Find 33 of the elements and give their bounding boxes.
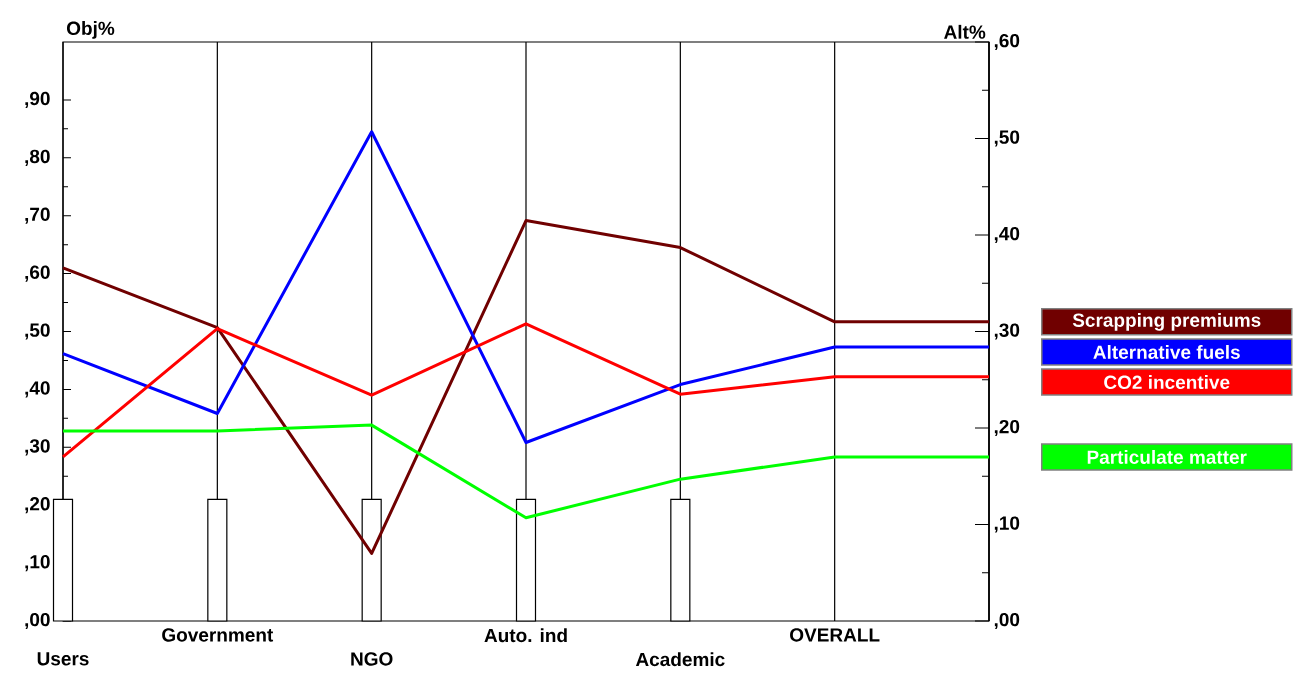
y-tick-label: ,70: [25, 207, 50, 224]
y-axis-title: Obj%: [66, 21, 115, 39]
line-series: [61, 219, 991, 555]
y-tick-label: ,80: [25, 149, 50, 166]
y2-tick-label: ,10: [994, 516, 1020, 533]
y-tick-label: ,90: [25, 91, 50, 108]
x-tick-label: Academic: [635, 652, 725, 667]
x-tick-label: OVERALL: [790, 628, 880, 642]
y-tick-label: ,30: [25, 439, 50, 456]
y2-tick-label: ,40: [994, 226, 1020, 244]
text: Scrapping premiums: [1072, 312, 1261, 331]
y2-axis-title: Alt%: [944, 24, 986, 39]
y-tick-label: ,20: [25, 497, 50, 514]
y2-tick-label: ,00: [994, 612, 1020, 630]
line-series: [61, 423, 991, 520]
text: Alternative fuels: [1093, 344, 1240, 359]
x-tick-label: Government: [162, 628, 274, 642]
y2-tick-label: ,50: [994, 130, 1020, 147]
y-tick-label: ,00: [25, 612, 50, 630]
text: Particulate matter: [1087, 449, 1247, 464]
y2-tick-label: ,20: [994, 419, 1020, 437]
line-series: [61, 130, 991, 444]
line-series: [61, 322, 991, 459]
y-tick-label: ,10: [25, 554, 50, 572]
y-tick-label: ,40: [25, 381, 50, 398]
y-tick-label: ,60: [25, 265, 50, 282]
y2-tick-label: ,30: [994, 323, 1020, 340]
text: CO2 incentive: [1104, 375, 1230, 390]
y-tick-label: ,50: [25, 323, 50, 340]
x-tick-label: NGO: [351, 652, 393, 666]
y2-tick-label: ,60: [994, 33, 1020, 51]
x-tick-label: Auto. ind: [484, 628, 567, 643]
x-tick-label: Users: [37, 652, 89, 666]
